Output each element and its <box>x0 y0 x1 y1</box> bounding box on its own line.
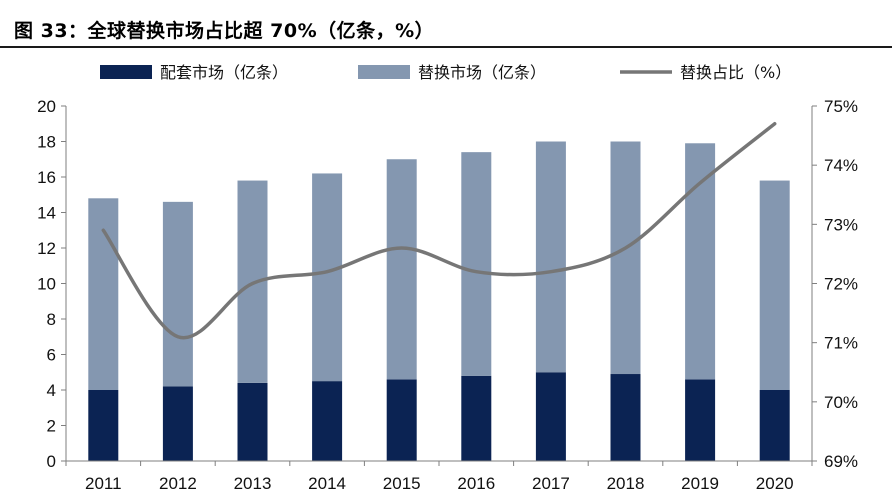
bar-replacement-2016 <box>461 152 492 376</box>
bar-replacement-2011 <box>88 198 119 390</box>
x-tick-label-2020: 2020 <box>756 474 794 490</box>
y-left-tick-label: 8 <box>47 310 56 329</box>
y-right-tick-label: 69% <box>824 452 858 471</box>
y-right-tick-label: 71% <box>824 334 858 353</box>
y-left-tick-label: 0 <box>47 452 56 471</box>
y-left-tick-label: 20 <box>37 97 56 116</box>
x-tick-label-2017: 2017 <box>532 474 570 490</box>
y-left-tick-label: 6 <box>47 346 56 365</box>
x-tick-label-2019: 2019 <box>681 474 719 490</box>
bar-oem-2019 <box>685 379 716 461</box>
bar-oem-2015 <box>386 379 417 461</box>
legend-swatch-replacement <box>358 65 410 79</box>
x-tick-label-2016: 2016 <box>457 474 495 490</box>
y-right-tick-label: 70% <box>824 393 858 412</box>
bar-replacement-2019 <box>685 143 716 380</box>
legend: 配套市场（亿条） 替换市场（亿条） 替换占比（%） <box>100 63 791 82</box>
y-right-tick-label: 75% <box>824 97 858 116</box>
bar-oem-2013 <box>237 382 268 461</box>
line-series <box>101 122 777 340</box>
x-tick-label-2012: 2012 <box>159 474 197 490</box>
title-divider <box>0 46 892 48</box>
x-tick-label-2018: 2018 <box>607 474 645 490</box>
bar-oem-2012 <box>162 386 193 461</box>
y-left-tick-label: 14 <box>37 204 56 223</box>
x-tick-label-2011: 2011 <box>85 474 122 490</box>
y-left-tick-label: 16 <box>37 168 56 187</box>
chart-title: 图 33：全球替换市场占比超 70%（亿条，%） <box>14 20 435 42</box>
bar-oem-2017 <box>535 372 566 461</box>
y-right-tick-label: 74% <box>824 156 858 175</box>
y-left-tick-label: 18 <box>37 133 56 152</box>
bar-replacement-2020 <box>759 180 790 390</box>
legend-label-replacement: 替换市场（亿条） <box>418 63 546 82</box>
bar-replacement-2015 <box>386 159 417 380</box>
bar-oem-2011 <box>88 390 119 461</box>
bar-replacement-2017 <box>535 141 566 373</box>
bar-series <box>88 141 790 461</box>
bar-replacement-2012 <box>162 201 193 387</box>
axes: 0 2 4 6 8 10 12 14 16 18 20 69% 70% 71% 72% 73% 74% 75% 20… <box>37 97 858 490</box>
x-tick-label-2013: 2013 <box>234 474 272 490</box>
legend-label-oem: 配套市场（亿条） <box>160 63 288 82</box>
bar-replacement-2018 <box>610 141 641 375</box>
bar-oem-2016 <box>461 375 492 461</box>
x-tick-label-2014: 2014 <box>308 474 346 490</box>
bar-oem-2018 <box>610 374 641 461</box>
x-tick-label-2015: 2015 <box>383 474 421 490</box>
bar-replacement-2014 <box>312 173 343 382</box>
bar-oem-2014 <box>312 381 343 461</box>
share-line <box>101 122 777 340</box>
y-left-tick-label: 12 <box>37 239 56 258</box>
y-right-tick-label: 72% <box>824 275 858 294</box>
y-left-tick-label: 4 <box>47 381 56 400</box>
legend-swatch-oem <box>100 65 152 79</box>
bar-oem-2020 <box>759 390 790 461</box>
y-right-tick-label: 73% <box>824 215 858 234</box>
y-left-tick-label: 2 <box>47 417 56 436</box>
legend-label-share: 替换占比（%） <box>680 63 791 82</box>
y-left-tick-label: 10 <box>37 275 56 294</box>
